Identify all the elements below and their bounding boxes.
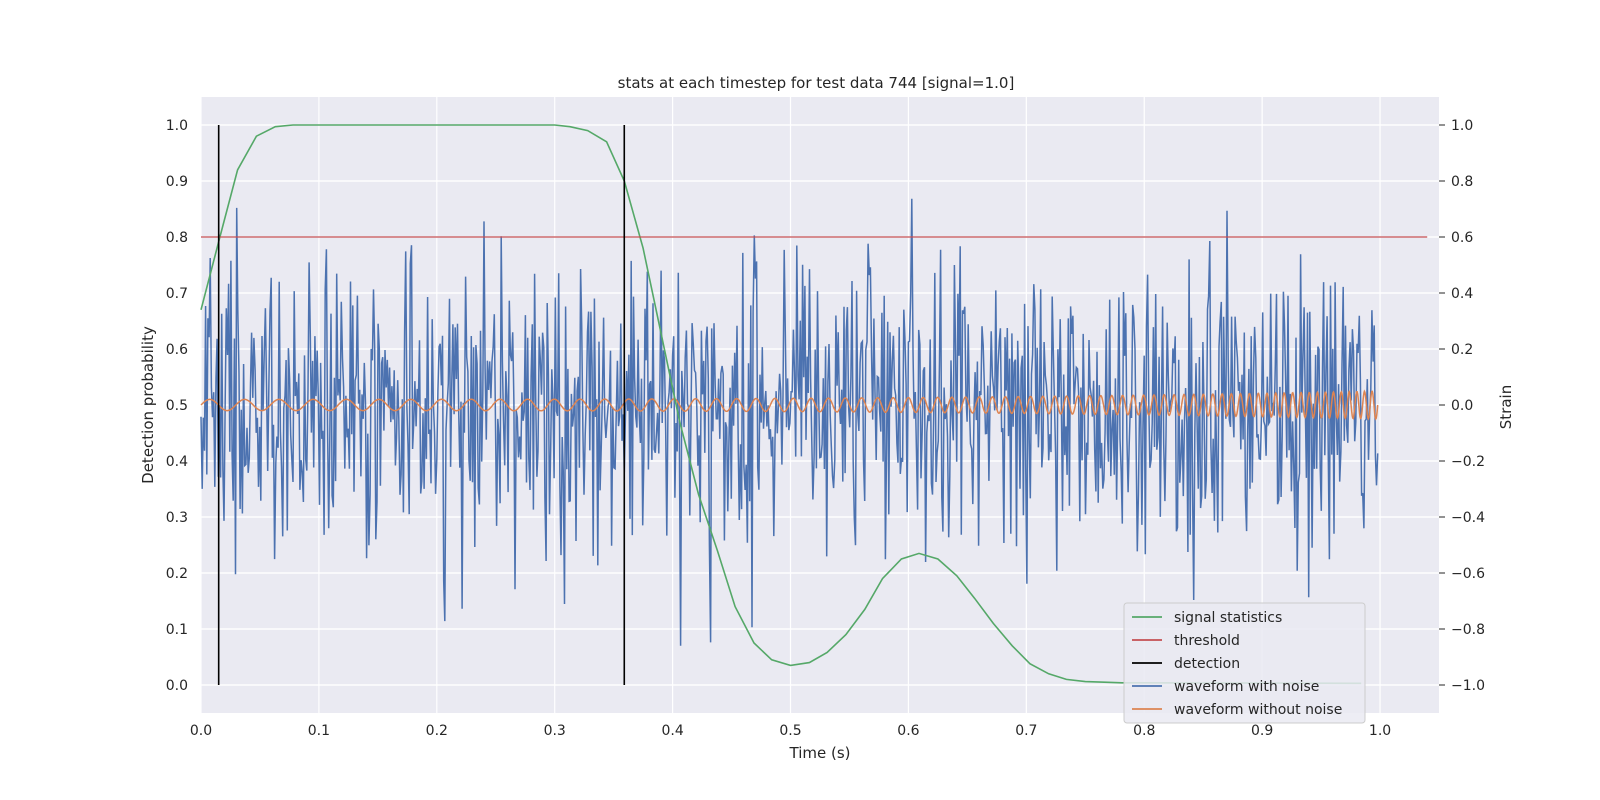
y-right-tick-label: −1.0 (1451, 678, 1485, 694)
legend-label: threshold (1174, 633, 1240, 649)
x-tick-label: 0.3 (544, 723, 566, 739)
y-right-tick-label: 1.0 (1451, 118, 1473, 134)
y-right-tick-label: −0.4 (1451, 510, 1485, 526)
series-layer (200, 124, 1428, 685)
x-tick-label: 0.4 (661, 723, 683, 739)
chart-title: stats at each timestep for test data 744… (618, 74, 1015, 92)
y-right-tick-label: 0.2 (1451, 342, 1473, 358)
y-left-tick-label: 1.0 (166, 118, 188, 134)
y-right-tick-label: 0.0 (1451, 398, 1473, 414)
y-right-tick-label: −0.2 (1451, 454, 1485, 470)
y-left-tick-label: 0.3 (166, 510, 188, 526)
x-tick-label: 0.8 (1133, 723, 1155, 739)
left-y-axis-label: Detection probability (139, 326, 157, 484)
y-left-tick-label: 0.8 (166, 230, 188, 246)
x-tick-label: 0.1 (308, 723, 330, 739)
legend-label: detection (1174, 656, 1240, 672)
y-left-tick-label: 0.2 (166, 566, 188, 582)
x-tick-label: 0.5 (779, 723, 801, 739)
x-axis-label: Time (s) (789, 744, 851, 762)
x-tick-label: 0.9 (1251, 723, 1273, 739)
x-axis-ticks: 0.0 0.1 0.2 0.3 0.4 0.5 0.6 0.7 0.8 0.9 1.0 (190, 723, 1391, 739)
x-tick-label: 0.0 (190, 723, 212, 739)
y-right-tick-label: −0.8 (1451, 622, 1485, 638)
legend-label: waveform with noise (1174, 679, 1319, 695)
series-waveform-with-noise (200, 198, 1379, 646)
y-left-tick-label: 0.5 (166, 398, 188, 414)
y-right-tick-label: 0.4 (1451, 286, 1473, 302)
legend-box (1123, 602, 1366, 724)
legend: signal statistics threshold detection wavef… (1123, 602, 1366, 724)
y-right-tick-label: 0.6 (1451, 230, 1473, 246)
legend-label: signal statistics (1174, 610, 1282, 626)
right-y-axis-ticks: −1.0 −0.8 −0.6 −0.4 −0.2 0.0 0.2 0.4 0.6 0.8 1.0 (1439, 118, 1485, 694)
y-left-tick-label: 0.9 (166, 174, 188, 190)
y-right-tick-label: −0.6 (1451, 566, 1485, 582)
y-right-tick-label: 0.8 (1451, 174, 1473, 190)
x-tick-label: 0.7 (1015, 723, 1037, 739)
y-left-tick-label: 0.6 (166, 342, 188, 358)
x-tick-label: 1.0 (1369, 723, 1391, 739)
left-y-axis-ticks: 0.0 0.1 0.2 0.3 0.4 0.5 0.6 0.7 0.8 0.9 1.0 (166, 118, 188, 694)
series-signal-statistics (200, 124, 1362, 685)
legend-label: waveform without noise (1174, 702, 1342, 718)
y-left-tick-label: 0.7 (166, 286, 188, 302)
y-left-tick-label: 0.4 (166, 454, 188, 470)
y-left-tick-label: 0.0 (166, 678, 188, 694)
y-left-tick-label: 0.1 (166, 622, 188, 638)
x-tick-label: 0.2 (426, 723, 448, 739)
x-tick-label: 0.6 (897, 723, 919, 739)
right-y-axis-label: Strain (1497, 385, 1515, 429)
series-waveform-without-noise (200, 389, 1379, 421)
